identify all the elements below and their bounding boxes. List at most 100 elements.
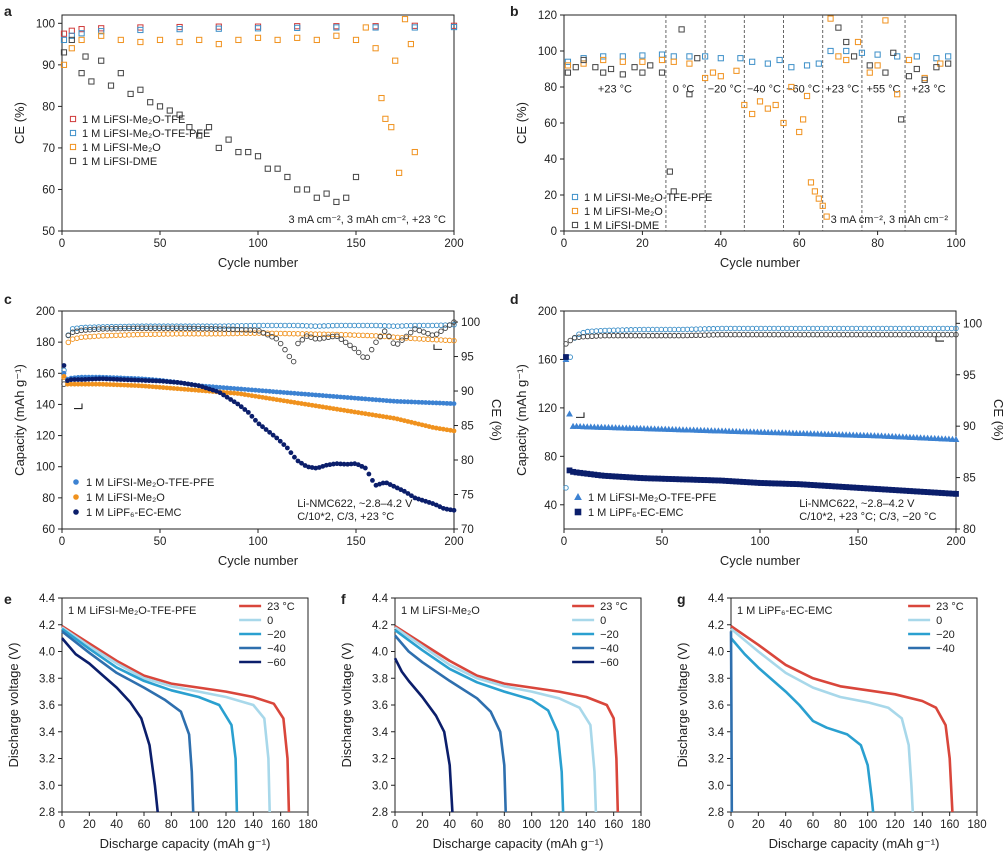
y-axis-label-f: Discharge voltage (V) [339,643,354,768]
capacity-point-c-s1 [437,426,443,432]
data-point-a-s1 [372,24,379,31]
legend-label-c: 1 M LiPF₆-EC-EMC [86,507,182,519]
ce-point-c-s2 [377,333,384,340]
data-point-a-s2 [156,36,164,44]
y-tick-label-f: 4.0 [372,647,388,659]
capacity-point-c-s1 [323,405,329,410]
discharge-curve-e-s3 [61,630,195,813]
legend-label-e: −20 [267,629,286,641]
panel-g: g 0 20 40 60 80 100 120 140 160 180 2.8 3.0 3.2 3.4 3.6… [675,591,987,851]
capacity-point-c-s2 [93,376,99,382]
legend-label-f: 23 °C [600,601,628,613]
capacity-point-c-s1 [82,381,88,387]
ce-point-c-s1 [451,337,457,344]
x-tick-label-f: 40 [443,819,456,831]
right-axis-indicator-icon [433,344,442,350]
capacity-point-c-s1 [242,392,248,397]
ce-point-c-s2 [364,354,371,361]
capacity-point-c-s1 [380,414,386,419]
x-tick-label-f: 140 [577,819,596,831]
ce-point-c-s1 [65,339,72,346]
data-point-a-s2 [215,40,222,48]
capacity-point-c-s2 [146,378,152,384]
capacity-point-c-s1 [150,384,156,390]
capacity-point-c-s2 [79,377,85,382]
x-tick-label-g: 60 [807,819,820,831]
capacity-point-c-s2 [150,378,156,384]
x-axis-label-d: Cycle number [720,553,801,568]
data-point-b-s0 [658,51,666,58]
legend-marker-a [69,157,77,165]
capacity-point-c-s1 [440,426,446,432]
capacity-point-c-s1 [224,390,230,396]
data-point-b-s1 [764,105,771,112]
y-tick-label-a: 90 [42,60,55,72]
data-point-b-s1 [564,62,572,69]
capacity-point-c-s0 [235,386,241,392]
capacity-point-c-s1 [377,413,382,419]
capacity-point-c-s0 [387,398,393,404]
data-point-b-s2 [658,69,666,76]
y2-tick-label-c: 80 [461,455,474,467]
ce-point-c-s2 [368,346,375,353]
data-point-b-s2 [678,26,685,33]
capacity-point-c-s0 [409,399,414,405]
y2-tick-label-c: 70 [461,524,474,536]
panel-b: b 0 20 40 60 80 100 0 20 40 60 80 100 120 Cycle number… [510,3,966,270]
data-point-a-s3 [78,70,85,77]
y-tick-label-f: 3.4 [372,727,389,739]
capacity-point-c-s1 [281,398,287,404]
ce-point-c-s2 [282,346,288,353]
data-point-a-s1 [78,30,85,37]
capacity-point-c-s2 [274,435,280,441]
data-point-a-s3 [254,153,262,160]
capacity-point-c-s2 [295,458,301,464]
y-tick-label-g: 3.2 [708,754,724,766]
y2-tick-label-d: 95 [963,370,976,382]
data-point-a-s2 [411,148,418,156]
y-tick-label-c: 160 [36,368,55,380]
data-point-a-s3 [284,173,291,181]
data-point-b-s0 [737,55,744,62]
data-point-b-s0 [827,47,834,55]
data-point-a-s3 [196,132,203,139]
capacity-point-c-s2 [327,462,333,468]
capacity-point-c-s1 [366,411,372,417]
temperature-label-b: −40 °C [747,83,781,95]
x-tick-label-f: 60 [471,819,484,831]
y-tick-label-e: 3.8 [39,673,55,685]
capacity-point-c-s2 [331,461,336,467]
capacity-point-c-s0 [362,396,368,402]
y-tick-label-c: 60 [42,524,55,536]
data-point-b-s0 [600,53,607,60]
data-point-b-s1 [702,74,709,82]
capacity-point-c-s1 [338,407,343,413]
y-tick-label-b: 80 [544,82,557,94]
data-point-a-s3 [166,107,173,114]
capacity-point-c-s0 [426,400,432,406]
capacity-point-c-s2 [128,377,134,383]
capacity-point-c-s1 [348,409,354,414]
capacity-point-c-s2 [231,399,237,405]
capacity-point-c-s1 [89,381,95,387]
annotation-c: Li-NMC622, ~2.8–4.2 V [297,498,413,510]
legend-marker-c [73,509,79,515]
capacity-point-c-s2 [253,417,258,423]
capacity-point-d-s0 [952,435,960,442]
capacity-point-c-s0 [405,399,411,405]
data-point-a-s0 [411,22,418,29]
capacity-point-c-s0 [302,391,308,397]
data-point-b-s2 [607,65,615,73]
data-point-b-s0 [564,58,572,65]
data-point-a-s2 [176,38,183,46]
capacity-point-c-s0 [430,400,436,406]
data-point-b-s1 [670,58,677,65]
capacity-point-c-s0 [299,391,304,397]
data-point-a-s1 [60,36,68,44]
x-tick-label-f: 120 [549,819,568,831]
data-point-a-s2 [68,45,75,52]
discharge-curve-e-s0 [61,625,291,813]
capacity-point-c-s1 [132,383,138,388]
capacity-point-c-s2 [313,465,319,471]
x-tick-label-f: 0 [392,819,398,831]
